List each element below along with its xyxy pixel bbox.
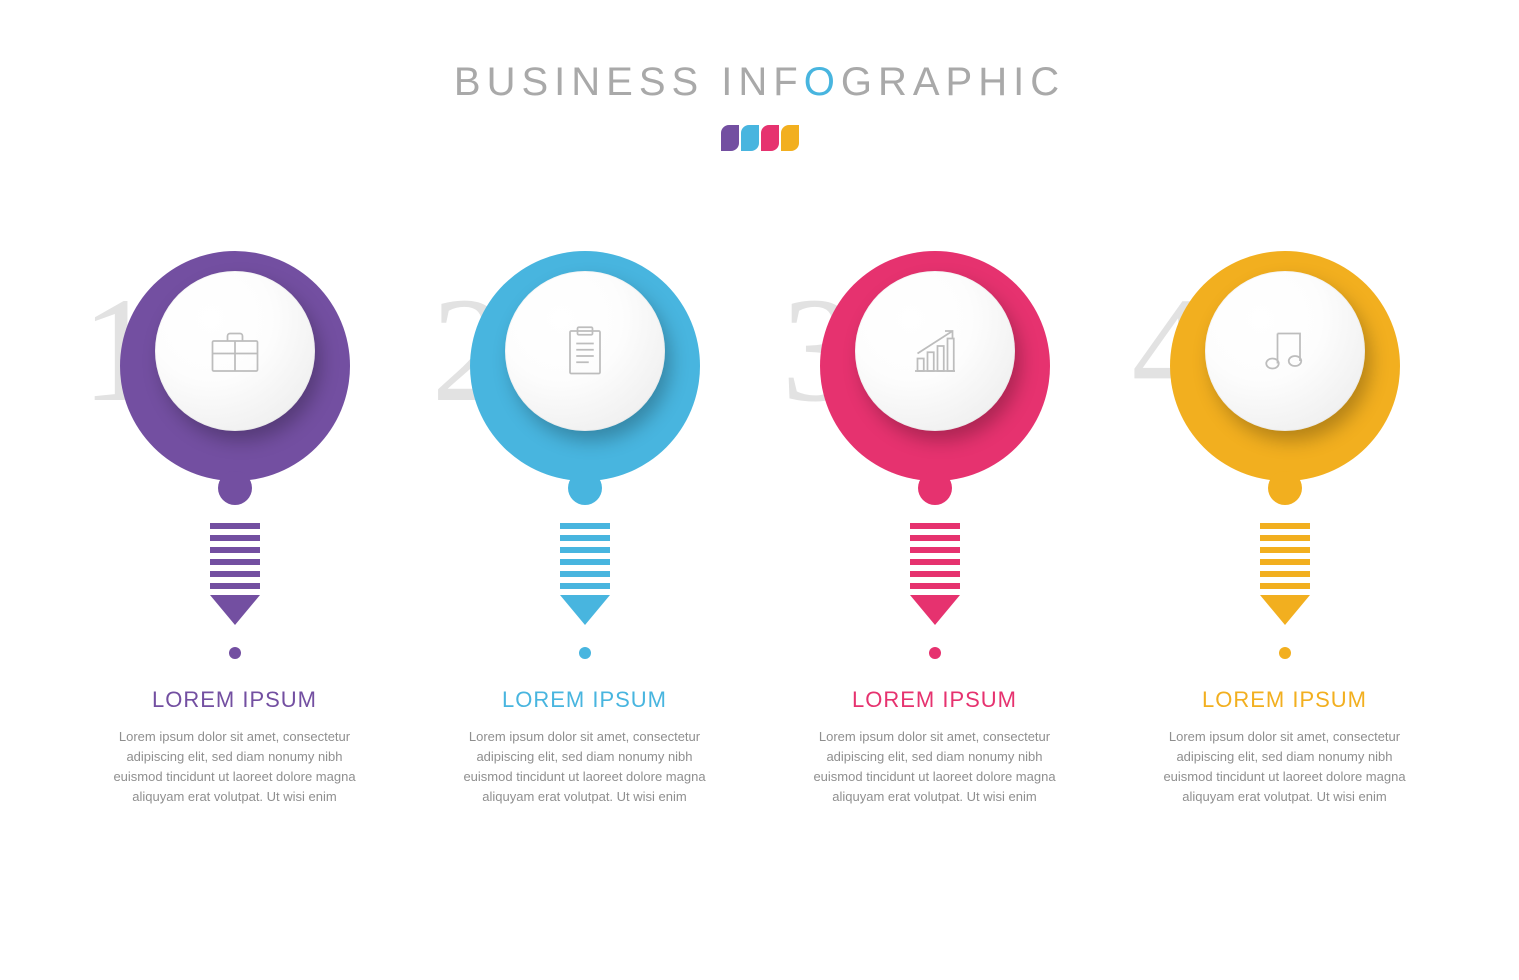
arrow-bar (1260, 535, 1310, 541)
steps-row: 1 LOREM IPSUM Lorem ipsum do (0, 251, 1519, 808)
arrow-bar (1260, 547, 1310, 553)
step-heading: LOREM IPSUM (101, 687, 369, 713)
arrow-bar (910, 547, 960, 553)
arrow-bar (210, 535, 260, 541)
step-text: LOREM IPSUM Lorem ipsum dolor sit amet, … (445, 687, 725, 808)
arrow-bar (210, 547, 260, 553)
arrow-head (910, 595, 960, 625)
step-heading: LOREM IPSUM (451, 687, 719, 713)
arrow-bar (1260, 559, 1310, 565)
arrow-bar (560, 547, 610, 553)
infographic-page: BUSINESS INFOGRAPHIC 1 (0, 0, 1519, 980)
arrow-bar (1260, 523, 1310, 529)
step-text: LOREM IPSUM Lorem ipsum dolor sit amet, … (795, 687, 1075, 808)
arrow-bar (560, 559, 610, 565)
briefcase-icon (205, 321, 265, 381)
arrow-head (1260, 595, 1310, 625)
swatch-3 (761, 125, 779, 151)
arrow-bar (560, 523, 610, 529)
arrow-bars (910, 523, 960, 589)
arrow-bar (560, 571, 610, 577)
arrow-bars (1260, 523, 1310, 589)
arrow-bars (210, 523, 260, 589)
title-block: BUSINESS INFOGRAPHIC (0, 60, 1519, 151)
arrow-bar (1260, 571, 1310, 577)
arrow-bar (910, 535, 960, 541)
step-body: Lorem ipsum dolor sit amet, consectetur … (1151, 727, 1419, 808)
icon-disc (1205, 271, 1365, 431)
step-heading: LOREM IPSUM (801, 687, 1069, 713)
arrow-bar (560, 535, 610, 541)
ring-wrap: 3 (820, 251, 1050, 481)
chart-up-icon (905, 321, 965, 381)
step-3: 3 (795, 251, 1075, 808)
step-body: Lorem ipsum dolor sit amet, consectetur … (801, 727, 1069, 808)
step-2: 2 LOREM IP (445, 251, 725, 808)
swatch-2 (741, 125, 759, 151)
step-body: Lorem ipsum dolor sit amet, consectetur … (451, 727, 719, 808)
step-1: 1 LOREM IPSUM Lorem ipsum do (95, 251, 375, 808)
arrow-bars (560, 523, 610, 589)
arrow-indicator (560, 523, 610, 659)
arrow-bar (210, 583, 260, 589)
arrow-bar (1260, 583, 1310, 589)
palette-swatches (0, 125, 1519, 151)
arrow-bar (910, 571, 960, 577)
clipboard-icon (555, 321, 615, 381)
arrow-bar (910, 523, 960, 529)
swatch-1 (721, 125, 739, 151)
arrow-bar (910, 559, 960, 565)
arrow-indicator (1260, 523, 1310, 659)
arrow-bar (560, 583, 610, 589)
title-accent-letter: O (804, 60, 841, 104)
music-note-icon (1255, 321, 1315, 381)
ring-wrap: 4 (1170, 251, 1400, 481)
arrow-indicator (910, 523, 960, 659)
step-4: 4 LOREM IPSUM Lorem ipsum do (1145, 251, 1425, 808)
step-body: Lorem ipsum dolor sit amet, consectetur … (101, 727, 369, 808)
step-text: LOREM IPSUM Lorem ipsum dolor sit amet, … (95, 687, 375, 808)
arrow-head (210, 595, 260, 625)
arrow-bar (210, 571, 260, 577)
arrow-bar (210, 523, 260, 529)
step-text: LOREM IPSUM Lorem ipsum dolor sit amet, … (1145, 687, 1425, 808)
title-pre: BUSINESS INF (454, 60, 804, 104)
step-heading: LOREM IPSUM (1151, 687, 1419, 713)
arrow-dot (1279, 647, 1291, 659)
icon-disc (505, 271, 665, 431)
arrow-bar (910, 583, 960, 589)
ring-wrap: 2 (470, 251, 700, 481)
arrow-dot (929, 647, 941, 659)
arrow-head (560, 595, 610, 625)
arrow-bar (210, 559, 260, 565)
ring-wrap: 1 (120, 251, 350, 481)
page-title: BUSINESS INFOGRAPHIC (0, 60, 1519, 105)
title-post: GRAPHIC (841, 60, 1065, 104)
swatch-4 (781, 125, 799, 151)
arrow-dot (229, 647, 241, 659)
arrow-indicator (210, 523, 260, 659)
icon-disc (155, 271, 315, 431)
icon-disc (855, 271, 1015, 431)
arrow-dot (579, 647, 591, 659)
